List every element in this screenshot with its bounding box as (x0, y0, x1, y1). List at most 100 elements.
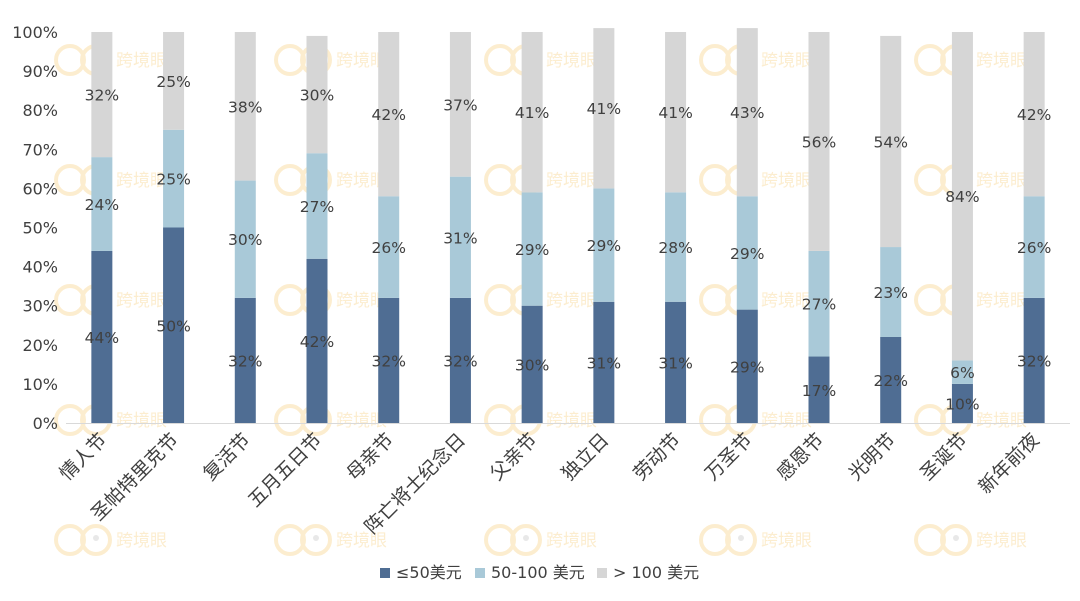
bar-segment (306, 153, 328, 259)
data-label: 30% (515, 356, 549, 374)
watermark-text: 跨境眼 (976, 51, 1027, 71)
bar-segment (91, 157, 113, 251)
watermark-text: 跨境眼 (761, 411, 812, 431)
bar-segment (880, 336, 902, 423)
bar-segment (521, 32, 543, 193)
watermark-logo: 跨境眼 (274, 164, 387, 196)
watermark-text: 跨境眼 (336, 51, 387, 71)
data-label: 25% (156, 171, 190, 189)
y-tick-label: 100% (12, 23, 58, 42)
watermark-text: 跨境眼 (116, 51, 167, 71)
y-tick-label: 70% (22, 140, 58, 159)
legend-item: ≤50美元 (380, 563, 462, 582)
x-tick-label: 情人节 (56, 429, 112, 485)
bar-segment (808, 250, 830, 357)
bar-segment (521, 192, 543, 306)
bar-segment (306, 35, 328, 154)
bar-segment (521, 305, 543, 423)
data-label: 27% (802, 296, 836, 314)
watermark-logo: 跨境眼 (484, 524, 597, 556)
data-label: 32% (228, 352, 262, 370)
bar-segment (665, 301, 687, 423)
x-tick-label: 光明节 (844, 429, 900, 485)
watermark-text: 跨境眼 (976, 411, 1027, 431)
bar-segment (449, 297, 471, 423)
data-label: 31% (587, 354, 621, 372)
bar-segment (808, 32, 830, 251)
data-label: 27% (300, 198, 334, 216)
watermark-text: 跨境眼 (546, 291, 597, 311)
bar-segment (378, 196, 400, 298)
legend: ≤50美元 50-100 美元 > 100 美元 (380, 563, 699, 582)
x-tick-label: 万圣节 (701, 429, 757, 485)
x-tick-label: 独立日 (558, 429, 614, 485)
data-label: 31% (658, 354, 692, 372)
data-label: 43% (730, 104, 764, 122)
legend-swatch (597, 568, 607, 578)
legend-swatch (475, 568, 485, 578)
watermark-text: 跨境眼 (761, 291, 812, 311)
legend-item: 50-100 美元 (475, 563, 585, 582)
data-label: 25% (156, 73, 190, 91)
data-label: 44% (85, 329, 119, 347)
data-label: 23% (873, 284, 907, 302)
x-tick-label: 五月五日节 (244, 429, 327, 512)
watermark-logo: 跨境眼 (699, 524, 812, 556)
y-axis: 0% 10% 20% 30% 40% 50% 60% 70% 80% 90% 100% (12, 23, 58, 433)
y-tick-label: 0% (33, 414, 58, 433)
data-label: 6% (950, 364, 975, 382)
bar-segment (234, 32, 256, 181)
watermark-text: 跨境眼 (761, 51, 812, 71)
watermark-text: 跨境眼 (116, 531, 167, 551)
legend-label: ≤50美元 (396, 563, 462, 582)
legend-swatch (380, 568, 390, 578)
bar-segment (951, 360, 973, 384)
bar-segment (1023, 196, 1045, 298)
watermark-text: 跨境眼 (336, 291, 387, 311)
bar-segment (665, 32, 687, 193)
bar-segment (1023, 32, 1045, 197)
watermark-logo: 跨境眼 (914, 524, 1027, 556)
data-label: 32% (371, 352, 405, 370)
bar-segment (163, 32, 185, 130)
bar-segment (163, 227, 185, 423)
data-label: 29% (730, 245, 764, 263)
bars-layer: 44% 24% 32% 50% 25% 25% 32% 30% 38% 42% 27% 30% 32% 2… (85, 28, 1051, 423)
watermark-text: 跨境眼 (976, 291, 1027, 311)
bar-segment (880, 247, 902, 337)
bar-segment (91, 32, 113, 158)
bar-segment (163, 129, 185, 228)
data-label: 41% (587, 100, 621, 118)
data-label: 41% (658, 104, 692, 122)
watermark-text: 跨境眼 (546, 171, 597, 191)
x-tick-label: 新年前夜 (974, 429, 1043, 498)
watermark-layer: 跨境眼跨境眼跨境眼跨境眼跨境眼跨境眼跨境眼跨境眼跨境眼跨境眼跨境眼跨境眼跨境眼跨… (54, 44, 1027, 556)
data-label: 24% (85, 196, 119, 214)
watermark-text: 跨境眼 (336, 531, 387, 551)
data-label: 31% (443, 229, 477, 247)
bar-segment (449, 176, 471, 298)
watermark-text: 跨境眼 (336, 411, 387, 431)
x-tick-label: 父亲节 (486, 429, 542, 485)
data-label: 22% (873, 372, 907, 390)
watermark-text: 跨境眼 (761, 171, 812, 191)
data-label: 29% (587, 237, 621, 255)
bar-segment (1023, 297, 1045, 423)
bar-segment (234, 180, 256, 298)
bar-segment (306, 258, 328, 423)
data-label: 56% (802, 133, 836, 151)
watermark-text: 跨境眼 (976, 531, 1027, 551)
data-label: 32% (85, 87, 119, 105)
bar-segment (593, 188, 615, 302)
data-label: 30% (228, 231, 262, 249)
watermark-logo: 跨境眼 (54, 524, 167, 556)
data-label: 37% (443, 96, 477, 114)
x-axis: 情人节圣帕特里克节 复活节五月五日节 母亲节阵亡将士纪念日 父亲节 独立日 劳动节 万圣节感… (56, 423, 1070, 539)
data-label: 84% (945, 188, 979, 206)
bar-segment (808, 356, 830, 423)
data-label: 32% (1017, 352, 1051, 370)
bar-segment (593, 301, 615, 423)
watermark-text: 跨境眼 (116, 171, 167, 191)
